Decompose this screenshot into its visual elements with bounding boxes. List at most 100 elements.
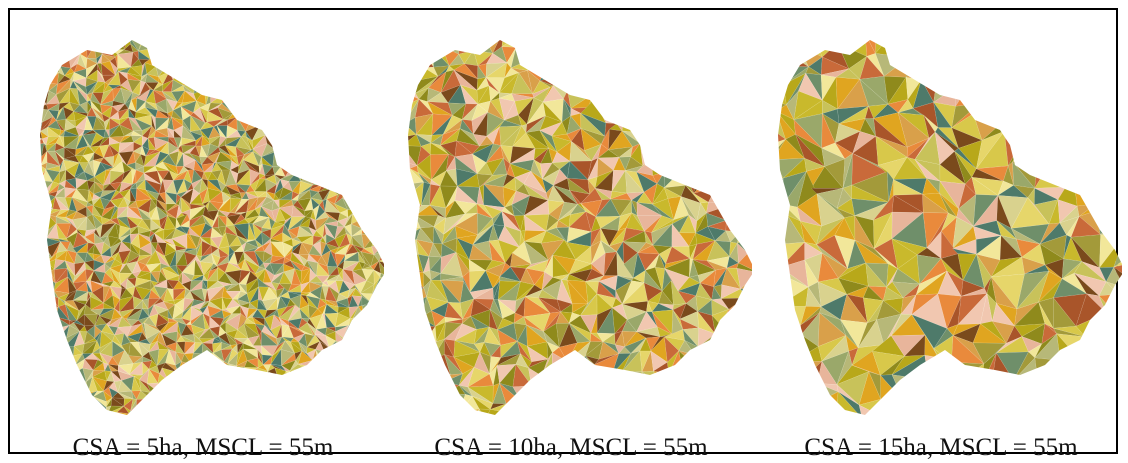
subbasin-polygon (547, 64, 559, 76)
subbasin-polygon (732, 138, 743, 153)
subbasin-polygon (238, 27, 248, 40)
subbasin-polygon (22, 378, 34, 390)
subbasin-polygon (317, 394, 329, 405)
subbasin-polygon (344, 407, 352, 419)
subbasin-polygon (725, 86, 745, 99)
subbasin-polygon (32, 180, 43, 193)
subbasin-polygon (338, 181, 345, 195)
subbasin-polygon (353, 108, 367, 120)
subbasin-polygon (230, 73, 241, 82)
subbasin-polygon (221, 397, 226, 410)
subbasin-polygon (275, 144, 285, 154)
subbasin-polygon (381, 174, 384, 186)
subbasin-polygon (716, 34, 730, 48)
subbasin-polygon (255, 371, 269, 384)
subbasin-polygon (46, 317, 56, 329)
subbasin-polygon (362, 382, 373, 389)
subbasin-polygon (37, 372, 52, 381)
subbasin-polygon (58, 20, 65, 30)
subbasin-polygon (36, 263, 50, 271)
subbasin-polygon (28, 390, 41, 402)
subbasin-polygon (49, 329, 60, 336)
subbasin-polygon (321, 89, 329, 100)
subbasin-polygon (303, 74, 312, 86)
subbasin-polygon (306, 76, 321, 86)
subbasin-polygon (390, 48, 405, 61)
subbasin-polygon (560, 34, 570, 55)
subbasin-polygon (656, 91, 669, 110)
subbasin-polygon (395, 169, 410, 185)
subbasin-polygon (325, 47, 337, 55)
subbasin-polygon (237, 107, 250, 122)
subbasin-polygon (354, 20, 363, 32)
subbasin-polygon (338, 102, 348, 113)
subbasin-polygon (358, 55, 363, 67)
subbasin-polygon (344, 27, 353, 34)
subbasin-polygon (32, 98, 42, 111)
subbasin-polygon (36, 48, 53, 57)
subbasin-polygon (37, 364, 45, 374)
subbasin-polygon (215, 409, 224, 415)
subbasin-polygon (145, 29, 156, 40)
subbasin-polygon (341, 154, 350, 163)
subbasin-polygon (244, 386, 260, 395)
subbasin-polygon (346, 81, 355, 95)
subbasin-polygon (153, 20, 169, 25)
subbasin-polygon (253, 20, 268, 30)
subbasin-polygon (333, 27, 346, 34)
subbasin-polygon (28, 65, 42, 75)
subbasin-polygon (300, 118, 306, 126)
subbasin-polygon (304, 120, 309, 129)
subbasin-polygon (354, 350, 364, 364)
subbasin-polygon (326, 66, 340, 78)
subbasin-polygon (23, 223, 31, 237)
subbasin-polygon (33, 323, 43, 339)
subbasin-polygon (378, 189, 384, 204)
subbasin-polygon (281, 144, 296, 155)
subbasin-polygon (369, 306, 384, 316)
subbasin-polygon (355, 39, 360, 46)
subbasin-polygon (29, 91, 37, 103)
subbasin-polygon (291, 387, 301, 398)
subbasin-polygon (94, 407, 107, 419)
subbasin-polygon (135, 20, 151, 29)
subbasin-polygon (230, 75, 241, 86)
subbasin-polygon (27, 53, 43, 66)
subbasin-polygon (371, 208, 384, 221)
subbasin-polygon (249, 62, 256, 77)
subbasin-polygon (316, 147, 326, 152)
subbasin-polygon (749, 47, 752, 65)
subbasin-polygon (379, 385, 384, 396)
subbasin-polygon (542, 34, 564, 47)
subbasin-polygon (261, 419, 272, 420)
subbasin-polygon (300, 164, 312, 173)
subbasin-polygon (317, 368, 331, 384)
subbasin-polygon (204, 387, 212, 400)
subbasin-polygon (181, 380, 196, 393)
subbasin-polygon (343, 338, 352, 345)
subbasin-polygon (182, 55, 191, 67)
subbasin-polygon (34, 378, 39, 390)
subbasin-polygon (669, 57, 687, 78)
subbasin-polygon (542, 20, 564, 38)
subbasin-polygon (559, 47, 569, 64)
subbasin-polygon (668, 20, 685, 37)
subbasin-polygon (670, 73, 689, 93)
subbasin-polygon (343, 154, 352, 167)
subbasin-polygon (292, 413, 301, 420)
subbasin-polygon (348, 166, 358, 176)
subbasin-polygon (294, 41, 300, 51)
subbasin-polygon (25, 157, 35, 161)
subbasin-polygon (337, 352, 348, 366)
subbasin-polygon (327, 23, 338, 32)
subbasin-polygon (302, 134, 313, 149)
subbasin-polygon (373, 151, 383, 161)
subbasin-polygon (346, 67, 358, 72)
subbasin-polygon (383, 152, 384, 164)
subbasin-polygon (736, 161, 752, 178)
subbasin-polygon (22, 117, 32, 126)
subbasin-polygon (602, 38, 619, 49)
subbasin-polygon (32, 109, 38, 121)
subbasin-polygon (202, 354, 210, 365)
subbasin-polygon (335, 394, 348, 407)
